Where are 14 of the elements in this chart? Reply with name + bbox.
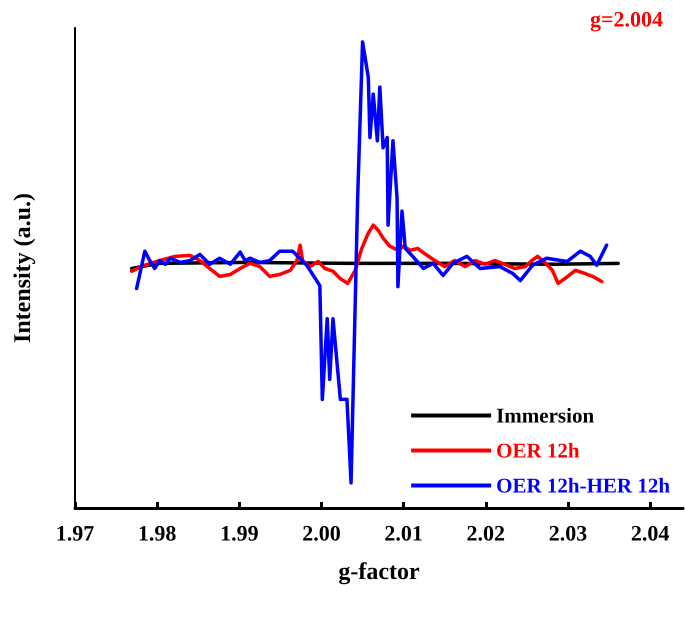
x-tick-label: 2.01: [384, 520, 423, 546]
x-tick-label: 2.00: [302, 520, 341, 546]
x-axis-title: g-factor: [338, 559, 420, 585]
x-tick-label: 1.98: [138, 520, 176, 546]
x-tick-label: 1.97: [56, 520, 94, 546]
x-tick-label: 2.03: [548, 520, 588, 546]
x-tick-label: 2.02: [466, 520, 506, 546]
legend-label: Immersion: [496, 404, 594, 428]
legend-label: OER 12h-HER 12h: [496, 474, 670, 498]
x-tick-label: 2.04: [630, 520, 670, 546]
y-axis-title: Intensity (a.u.): [10, 192, 36, 344]
legend-label: OER 12h: [496, 438, 580, 462]
x-tick-label: 1.99: [220, 520, 259, 546]
text: g=2.004: [590, 6, 664, 32]
